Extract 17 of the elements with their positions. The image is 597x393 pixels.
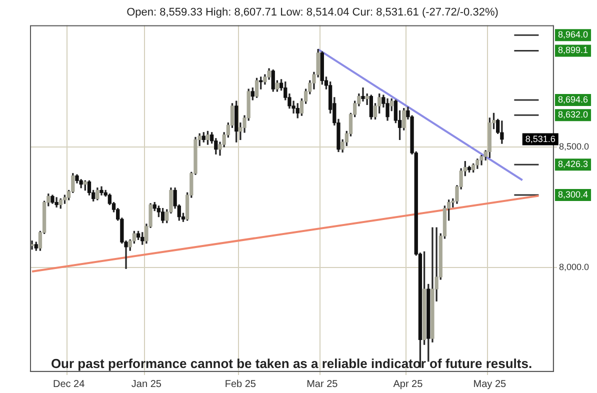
x-tick-label: Dec 24	[52, 378, 86, 390]
text: 8,694.6	[558, 94, 588, 104]
y-tick-label: 8,500.0	[559, 141, 590, 152]
chart-subtitle: Open: 8,559.33 High: 8,607.71 Low: 8,514.04 Cur: 8,531.61 (-27.72/-0.32%)	[126, 6, 498, 19]
text: 8,964.0	[558, 30, 588, 40]
x-tick-label: Jan 25	[131, 378, 162, 390]
text: 8,899.1	[558, 45, 588, 56]
x-tick-label: Apr 25	[393, 378, 424, 390]
annotation: 8,531.6	[525, 134, 556, 144]
text: 8,426.3	[558, 159, 588, 170]
y-tick-label: 8,000.0	[559, 262, 590, 272]
candlestick	[361, 88, 365, 102]
x-tick-label: Mar 25	[306, 378, 338, 390]
text: 8,300.4	[558, 189, 588, 200]
text: 8,632.0	[558, 110, 588, 120]
x-tick-label: May 25	[473, 378, 506, 390]
x-tick-label: Feb 25	[224, 378, 256, 390]
